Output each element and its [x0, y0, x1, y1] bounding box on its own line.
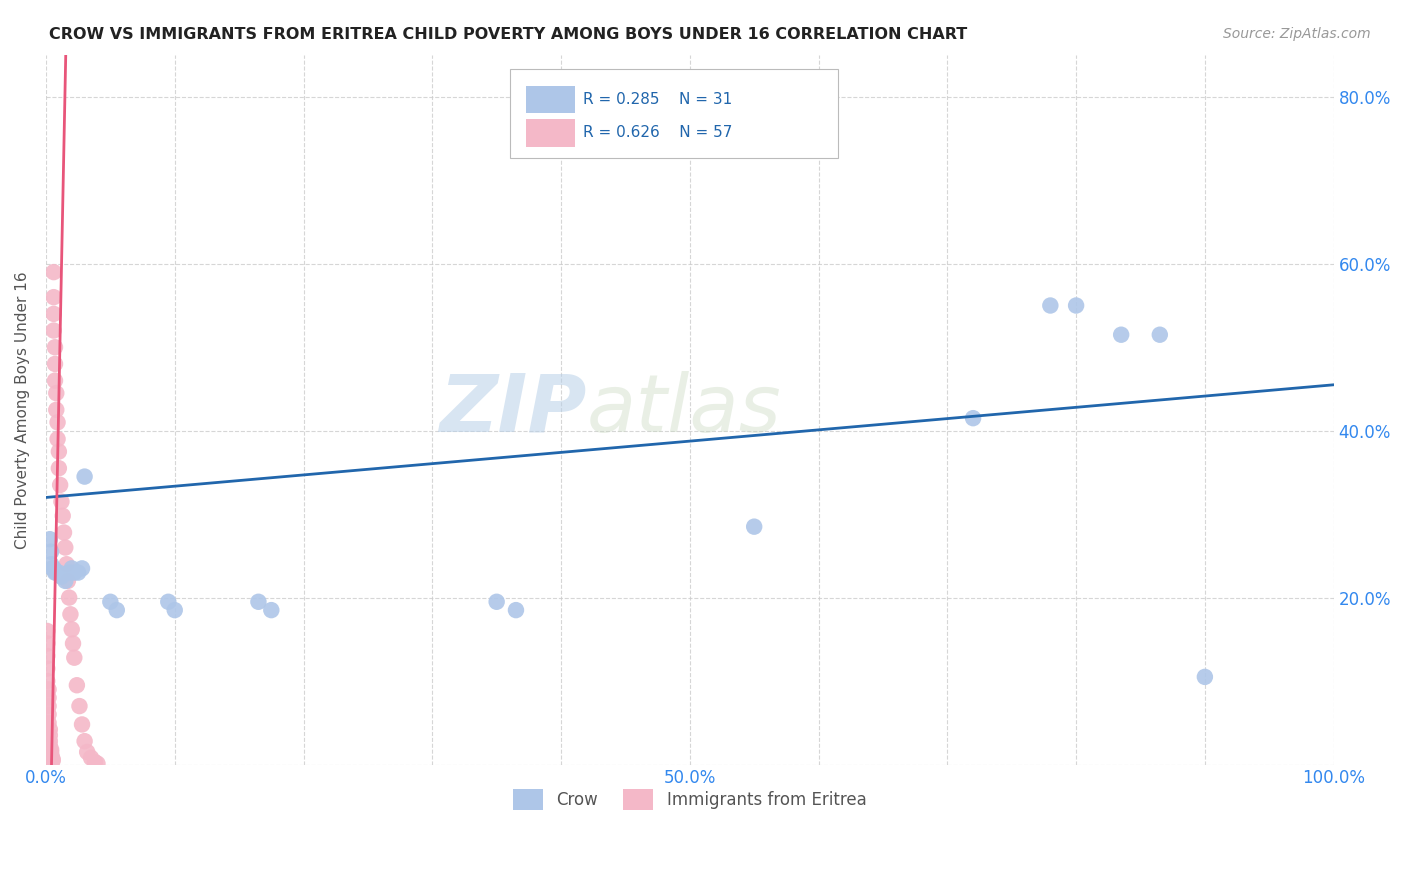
FancyBboxPatch shape	[509, 70, 838, 158]
Point	[58, 566, 80, 580]
Text: R = 0.285    N = 31: R = 0.285 N = 31	[583, 92, 733, 107]
Point	[260, 603, 283, 617]
Point	[37, 661, 59, 675]
Point	[51, 570, 73, 584]
Point	[505, 603, 527, 617]
Point	[45, 386, 67, 401]
Point	[48, 461, 70, 475]
Point	[41, 752, 63, 766]
Point	[44, 374, 66, 388]
Point	[38, 715, 60, 730]
Point	[55, 558, 77, 572]
Point	[1039, 298, 1062, 312]
Text: CROW VS IMMIGRANTS FROM ERITREA CHILD POVERTY AMONG BOYS UNDER 16 CORRELATION CH: CROW VS IMMIGRANTS FROM ERITREA CHILD PO…	[49, 27, 967, 42]
Point	[53, 525, 76, 540]
Point	[41, 752, 63, 766]
Point	[42, 324, 65, 338]
Point	[247, 595, 270, 609]
Point	[41, 753, 63, 767]
Point	[157, 595, 180, 609]
Point	[53, 574, 76, 588]
Point	[39, 544, 62, 558]
Point	[46, 432, 69, 446]
Point	[39, 745, 62, 759]
Point	[37, 636, 59, 650]
Point	[742, 519, 765, 533]
Text: ZIP: ZIP	[440, 371, 586, 449]
Point	[56, 574, 79, 588]
Point	[45, 566, 67, 580]
FancyBboxPatch shape	[526, 86, 575, 113]
Point	[41, 561, 63, 575]
Point	[37, 674, 59, 689]
Point	[37, 624, 59, 638]
Point	[38, 728, 60, 742]
Point	[44, 340, 66, 354]
Point	[73, 734, 96, 748]
Point	[38, 682, 60, 697]
Point	[105, 603, 128, 617]
Point	[39, 558, 62, 572]
Point	[53, 541, 76, 555]
Point	[38, 532, 60, 546]
Point	[62, 636, 84, 650]
Point	[1149, 327, 1171, 342]
Point	[98, 595, 121, 609]
Point	[76, 745, 98, 759]
Point	[39, 749, 62, 764]
Point	[45, 402, 67, 417]
Point	[485, 595, 508, 609]
Point	[60, 623, 83, 637]
Point	[44, 566, 66, 580]
Point	[48, 566, 70, 580]
Point	[39, 742, 62, 756]
Point	[58, 591, 80, 605]
Point	[41, 754, 63, 768]
Y-axis label: Child Poverty Among Boys Under 16: Child Poverty Among Boys Under 16	[15, 271, 30, 549]
Point	[46, 415, 69, 429]
Point	[63, 650, 86, 665]
Text: R = 0.626    N = 57: R = 0.626 N = 57	[583, 125, 733, 140]
Point	[42, 307, 65, 321]
Point	[67, 566, 90, 580]
Point	[962, 411, 984, 425]
Point	[52, 508, 75, 523]
Text: atlas: atlas	[586, 371, 782, 449]
Point	[48, 444, 70, 458]
Point	[80, 751, 103, 765]
Point	[44, 357, 66, 371]
Text: Source: ZipAtlas.com: Source: ZipAtlas.com	[1223, 27, 1371, 41]
Point	[1194, 670, 1216, 684]
Point	[38, 739, 60, 753]
FancyBboxPatch shape	[526, 119, 575, 146]
Point	[83, 755, 105, 769]
Point	[86, 756, 108, 771]
Point	[49, 478, 72, 492]
Point	[38, 690, 60, 705]
Point	[38, 723, 60, 737]
Point	[42, 561, 65, 575]
Point	[70, 561, 93, 575]
Legend: Crow, Immigrants from Eritrea: Crow, Immigrants from Eritrea	[506, 783, 873, 816]
Point	[1109, 327, 1132, 342]
Point	[39, 747, 62, 762]
Point	[73, 469, 96, 483]
Point	[70, 717, 93, 731]
Point	[51, 494, 73, 508]
Point	[60, 561, 83, 575]
Point	[42, 265, 65, 279]
Point	[38, 699, 60, 714]
Point	[38, 707, 60, 722]
Point	[1064, 298, 1087, 312]
Point	[66, 678, 89, 692]
Point	[37, 648, 59, 663]
Point	[69, 699, 91, 714]
Point	[163, 603, 186, 617]
Point	[59, 607, 82, 622]
Point	[38, 734, 60, 748]
Point	[39, 751, 62, 765]
Point	[42, 290, 65, 304]
Point	[63, 566, 86, 580]
